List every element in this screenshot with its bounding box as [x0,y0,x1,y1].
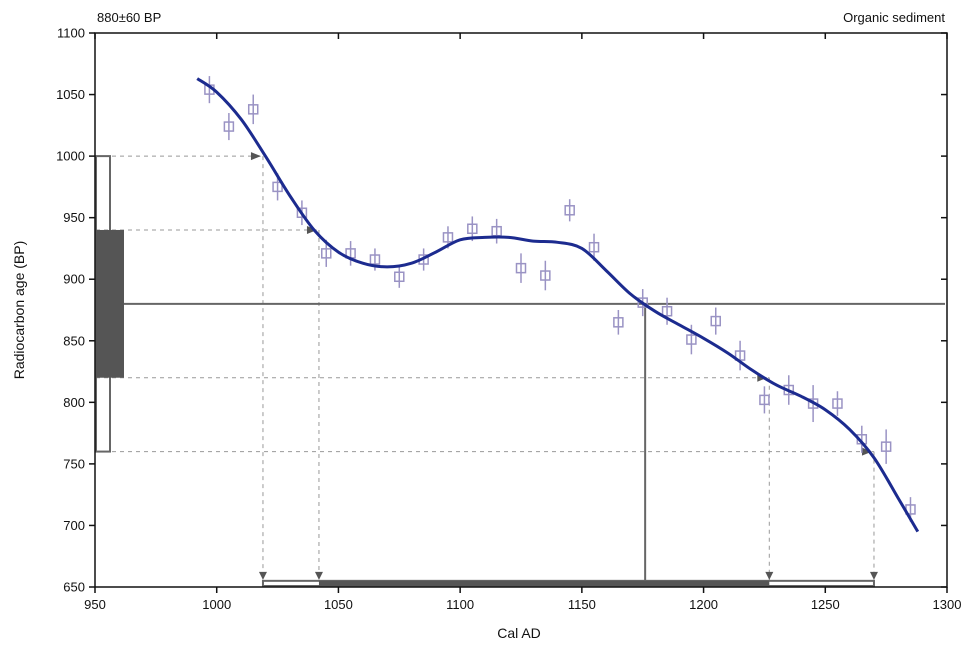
one-sigma-age-bar [96,229,124,378]
curve-intercept-arrow [250,152,261,161]
y-tick-label: 1000 [56,149,85,164]
y-tick-label: 900 [63,272,85,287]
y-axis-label: Radiocarbon age (BP) [11,241,27,380]
data-point [540,270,551,281]
x-tick-label: 1250 [811,597,840,612]
y-tick-label: 750 [63,456,85,471]
data-point [710,315,721,327]
data-point [394,271,405,283]
axes: 950 1000 1050 1100 1150 1200 1250 1300 650 700 750… [56,26,961,613]
data-point [588,241,600,253]
y-tick-label: 700 [63,518,85,533]
data-point [613,317,624,328]
x-tick-label: 1100 [446,597,474,612]
y-tick-label: 650 [63,580,85,595]
cal-range-arrow [869,571,878,580]
data-point [686,334,697,345]
plot-frame [94,32,948,588]
x-tick-label: 1200 [689,597,718,612]
data-point [661,305,673,317]
cal-range-arrow [258,571,267,580]
x-tick-label: 1150 [568,597,596,612]
sample-age-label: 880±60 BP [97,10,162,25]
data-point [321,248,332,259]
y-tick-label: 850 [63,333,85,348]
data-point [515,262,527,274]
data-point [637,297,648,308]
curve-intercept-arrow [861,447,872,456]
data-point [880,441,892,452]
x-tick-label: 1300 [933,597,962,612]
one-sigma-cal-bar [318,580,770,586]
x-tick-label: 1000 [202,597,231,612]
y-tick-label: 1100 [57,26,85,41]
data-point [369,254,381,265]
x-tick-label: 1050 [324,597,353,612]
data-point [442,232,454,243]
guide-lines [96,152,945,586]
x-axis-label: Cal AD [497,625,541,641]
data-point [296,207,308,218]
calibration-curve-line [196,77,920,533]
y-tick-label: 950 [63,210,85,225]
data-point [467,223,478,234]
curve-intercept-arrow [306,225,317,234]
x-tick-label: 950 [84,597,106,612]
data-point [832,398,843,409]
data-point [759,394,770,406]
cal-range-arrow [765,571,774,580]
material-label: Organic sediment [843,10,945,25]
data-point [223,121,235,132]
y-tick-label: 1050 [56,87,85,102]
probability-ranges [95,155,875,587]
data-point [564,205,575,216]
cal-range-arrow [314,571,323,580]
data-point [272,181,283,193]
calibration-curve [196,77,920,533]
data-points [204,76,916,522]
data-point [247,104,259,115]
y-tick-label: 800 [63,395,85,410]
